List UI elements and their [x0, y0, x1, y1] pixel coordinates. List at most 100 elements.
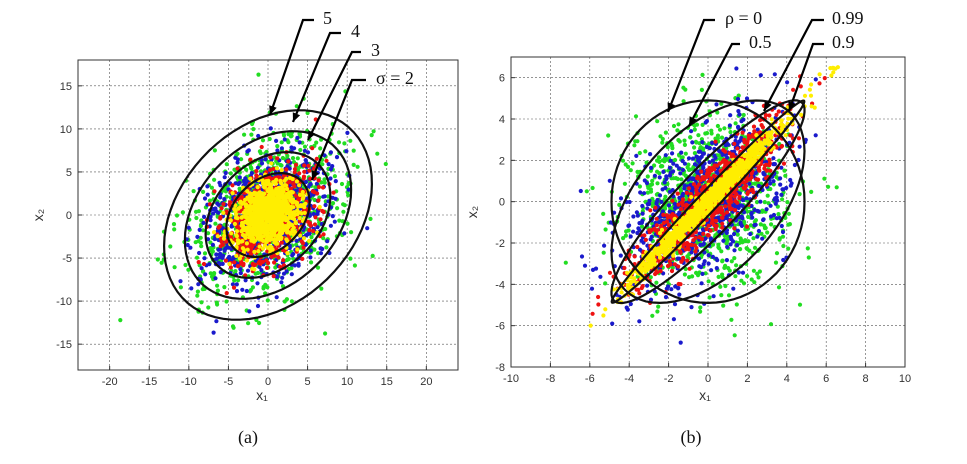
scatter-point — [645, 283, 650, 288]
scatter-point — [287, 179, 292, 184]
scatter-point — [292, 263, 297, 268]
scatter-point — [744, 196, 749, 201]
scatter-point — [273, 181, 278, 186]
x-tick-label: 10 — [341, 376, 353, 388]
scatter-point — [233, 215, 238, 220]
scatter-point — [278, 178, 283, 183]
scatter-point — [214, 252, 219, 257]
scatter-point — [699, 281, 704, 286]
scatter-point — [292, 184, 297, 189]
contour-ellipse — [225, 172, 311, 258]
scatter-point — [268, 126, 273, 131]
scatter-point — [736, 270, 741, 275]
contour-ellipse — [162, 109, 374, 321]
scatter-point — [735, 232, 740, 237]
scatter-point — [675, 176, 680, 182]
scatter-point — [280, 275, 285, 280]
scatter-point — [223, 258, 228, 263]
scatter-point — [217, 224, 222, 229]
scatter-point — [275, 144, 280, 149]
scatter-point — [274, 219, 279, 225]
scatter-point — [698, 149, 703, 154]
scatter-point — [744, 246, 749, 251]
scatter-point — [762, 223, 767, 228]
scatter-point — [706, 279, 711, 284]
scatter-point — [168, 244, 173, 249]
scatter-point — [289, 299, 294, 304]
scatter-point — [578, 188, 583, 194]
scatter-point — [342, 141, 347, 146]
scatter-point — [201, 220, 206, 225]
scatter-point — [732, 231, 737, 237]
scatter-point — [212, 148, 217, 153]
scatter-point — [768, 322, 774, 327]
scatter-point — [215, 288, 220, 293]
scatter-point — [664, 174, 669, 179]
scatter-point — [251, 239, 256, 244]
scatter-point — [735, 228, 741, 233]
scatter-point — [279, 163, 284, 168]
scatter-point — [308, 255, 313, 260]
scatter-point — [303, 201, 308, 206]
scatter-point — [738, 247, 743, 252]
scatter-point — [375, 151, 380, 156]
scatter-point — [314, 156, 319, 161]
scatter-point — [279, 280, 284, 285]
scatter-point — [234, 289, 240, 294]
scatter-point — [328, 223, 333, 228]
scatter-point — [200, 228, 206, 233]
scatter-point — [716, 274, 721, 279]
scatter-point — [288, 191, 293, 196]
scatter-point — [655, 158, 660, 163]
scatter-point — [275, 210, 280, 215]
scatter-point — [275, 215, 280, 220]
scatter-point — [263, 220, 269, 225]
scatter-point — [260, 138, 266, 143]
scatter-point — [781, 243, 786, 249]
scatter-point — [683, 151, 688, 156]
scatter-point — [314, 140, 319, 145]
scatter-point — [279, 240, 284, 245]
scatter-point — [178, 279, 183, 284]
scatter-point — [259, 144, 264, 150]
scatter-point — [235, 241, 241, 246]
scatter-point — [277, 175, 282, 180]
scatter-point — [351, 148, 356, 153]
scatter-point — [324, 245, 329, 250]
scatter-point — [315, 225, 320, 230]
scatter-point — [348, 256, 353, 261]
scatter-point — [242, 181, 247, 186]
scatter-point — [254, 173, 259, 178]
scatter-point — [302, 205, 307, 210]
scatter-point — [320, 185, 326, 190]
scatter-point — [698, 309, 703, 314]
scatter-point — [243, 273, 248, 278]
scatter-point — [309, 260, 314, 265]
scatter-point — [318, 146, 323, 151]
scatter-point — [230, 183, 235, 188]
scatter-point — [692, 127, 697, 132]
scatter-point — [627, 199, 632, 205]
scatter-point — [243, 212, 248, 217]
scatter-point — [707, 295, 712, 300]
scatter-point — [257, 190, 262, 195]
scatter-point — [579, 254, 585, 259]
scatter-point — [265, 179, 270, 184]
scatter-point — [246, 148, 251, 153]
scatter-point — [809, 189, 814, 194]
scatter-point — [682, 142, 688, 147]
scatter-point — [180, 210, 185, 215]
scatter-point — [257, 320, 262, 326]
scatter-point — [694, 270, 699, 275]
scatter-point — [676, 122, 681, 127]
scatter-point — [726, 266, 731, 271]
scatter-point — [732, 248, 737, 253]
scatter-point — [667, 173, 673, 178]
scatter-point — [773, 201, 778, 206]
scatter-point — [657, 193, 663, 198]
scatter-point — [272, 253, 277, 258]
scatter-point — [710, 158, 716, 163]
scatter-point — [273, 190, 278, 195]
scatter-point — [311, 211, 316, 217]
scatter-point — [248, 227, 253, 232]
